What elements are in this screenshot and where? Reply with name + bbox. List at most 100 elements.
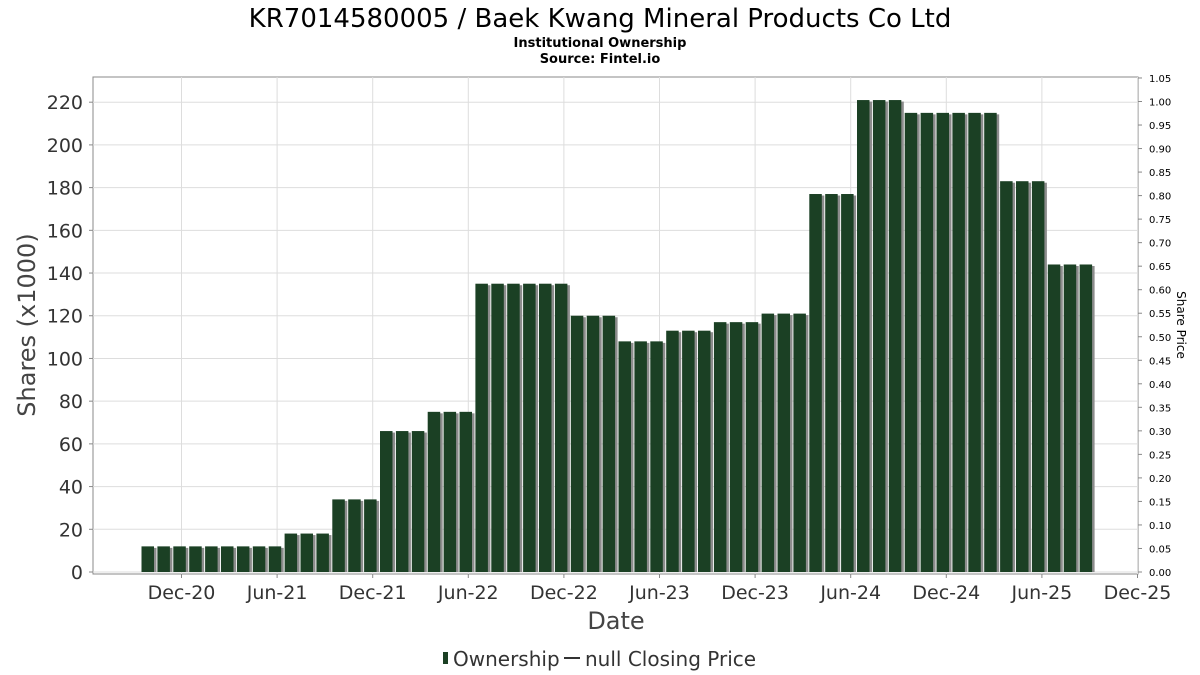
- x-tick-label: Jun-24: [819, 582, 881, 604]
- y-right-tick-label: 0.65: [1149, 262, 1171, 273]
- ownership-bar: [650, 341, 663, 572]
- y-tick-label: 20: [59, 519, 83, 541]
- ownership-bar: [1016, 181, 1029, 573]
- ownership-bar: [745, 322, 759, 572]
- y-right-tick-label: 1.00: [1149, 98, 1171, 109]
- ownership-bar: [205, 546, 218, 572]
- ownership-bar: [1079, 264, 1093, 572]
- ownership-bar: [857, 100, 870, 572]
- y-right-tick-label: 0.35: [1149, 403, 1171, 414]
- y-right-tick-label: 0.75: [1149, 215, 1171, 226]
- ownership-bar: [761, 313, 775, 572]
- y-right-tick-label: 0.40: [1149, 380, 1171, 391]
- x-axis-label: Date: [587, 607, 644, 635]
- x-tick-label: Jun-25: [1011, 582, 1073, 604]
- ownership-bar: [523, 283, 536, 572]
- legend-price-label: null Closing Price: [585, 647, 756, 671]
- y-right-tick-label: 0.50: [1149, 333, 1171, 344]
- y-right-tick-label: 0.15: [1149, 497, 1171, 508]
- y-tick-label: 220: [47, 92, 83, 114]
- y-tick-label: 80: [59, 391, 83, 413]
- legend-ownership-swatch: [443, 652, 448, 664]
- ownership-bar: [888, 100, 902, 572]
- ownership-bar: [570, 315, 584, 572]
- ownership-bar: [411, 431, 425, 572]
- left-axis-ticks: 0 20 40 60 80 100 120 140 160 180 200 220: [47, 92, 93, 584]
- x-tick-label: Dec-24: [912, 582, 980, 604]
- ownership-bar: [221, 546, 234, 572]
- y-right-tick-label: 0.80: [1149, 192, 1171, 203]
- chart-subtitle-line-1: Institutional Ownership: [514, 36, 687, 51]
- ownership-bar: [682, 330, 695, 572]
- legend-ownership-label: Ownership: [453, 647, 560, 671]
- y-right-tick-label: 0.55: [1149, 309, 1171, 320]
- ownership-bar: [539, 283, 552, 572]
- y-tick-label: 180: [47, 178, 83, 200]
- y-right-tick-label: 0.20: [1149, 474, 1171, 485]
- ownership-bar: [252, 546, 266, 572]
- y-axis-label-right: Share Price: [1174, 291, 1188, 359]
- ownership-bar: [364, 499, 377, 572]
- x-tick-label: Jun-21: [246, 582, 308, 604]
- ownership-bar: [602, 315, 616, 572]
- y-right-tick-label: 0.90: [1149, 145, 1171, 156]
- y-tick-label: 160: [47, 220, 83, 242]
- ownership-bar: [1031, 181, 1045, 573]
- ownership-bar: [380, 431, 393, 572]
- y-tick-label: 120: [47, 306, 83, 328]
- ownership-bar: [698, 330, 711, 572]
- x-tick-label: Jun-22: [437, 582, 499, 604]
- x-tick-label: Dec-20: [148, 582, 216, 604]
- chart-title: KR7014580005 / Baek Kwang Mineral Produc…: [249, 4, 952, 34]
- ownership-bar: [491, 283, 504, 572]
- ownership-bar: [348, 499, 361, 572]
- chart-subtitle-line-2: Source: Fintel.io: [540, 52, 661, 67]
- y-right-tick-label: 0.45: [1149, 356, 1171, 367]
- y-axis-label: Shares (x1000): [13, 233, 41, 416]
- ownership-bar: [809, 194, 822, 573]
- y-right-tick-label: 0.10: [1149, 521, 1171, 532]
- y-tick-label: 100: [47, 348, 83, 370]
- y-right-tick-label: 0.95: [1149, 121, 1171, 132]
- y-right-tick-label: 0.05: [1149, 544, 1171, 555]
- ownership-bar: [443, 411, 457, 572]
- ownership-bar: [618, 341, 631, 572]
- y-right-tick-label: 0.60: [1149, 286, 1171, 297]
- ownership-bar: [268, 546, 282, 572]
- y-tick-label: 40: [59, 477, 83, 499]
- y-right-tick-label: 0.70: [1149, 239, 1171, 250]
- ownership-bar: [173, 546, 186, 572]
- y-tick-label: 60: [59, 434, 83, 456]
- y-right-tick-label: 0.85: [1149, 168, 1171, 179]
- ownership-bar: [1000, 181, 1013, 573]
- ownership-bar: [777, 313, 790, 572]
- ownership-bar: [984, 112, 997, 573]
- ownership-bar: [841, 194, 854, 573]
- y-right-tick-label: 0.30: [1149, 427, 1171, 438]
- ownership-bar: [332, 499, 345, 572]
- ownership-bar: [968, 112, 981, 573]
- ownership-bar: [825, 194, 838, 573]
- right-axis-ticks: 0.00 0.05 0.10 0.15 0.20 0.25 0.30 0.35 0.40 0.45…: [1138, 74, 1171, 579]
- x-tick-label: Dec-23: [721, 582, 789, 604]
- ownership-bar: [189, 546, 202, 572]
- ownership-bar: [459, 411, 472, 572]
- ownership-bar: [316, 533, 329, 572]
- ownership-bar: [952, 112, 965, 573]
- ownership-bar: [284, 533, 298, 572]
- y-tick-label: 200: [47, 135, 83, 157]
- ownership-bar: [713, 322, 727, 572]
- x-tick-label: Dec-21: [339, 582, 407, 604]
- ownership-bar: [236, 546, 250, 572]
- x-tick-label: Dec-22: [530, 582, 598, 604]
- ownership-bar: [141, 546, 154, 572]
- ownership-bar: [872, 100, 886, 572]
- y-right-tick-label: 1.05: [1149, 74, 1171, 85]
- x-tick-label: Jun-23: [628, 582, 690, 604]
- ownership-bar: [395, 431, 409, 572]
- ownership-bar: [586, 315, 600, 572]
- y-tick-label: 0: [71, 562, 83, 584]
- ownership-bar: [634, 341, 647, 572]
- x-axis-ticks: Dec-20 Jun-21 Dec-21 Jun-22 Dec-22 Jun-23 Dec-…: [148, 574, 1171, 604]
- legend: Ownership null Closing Price: [443, 647, 756, 671]
